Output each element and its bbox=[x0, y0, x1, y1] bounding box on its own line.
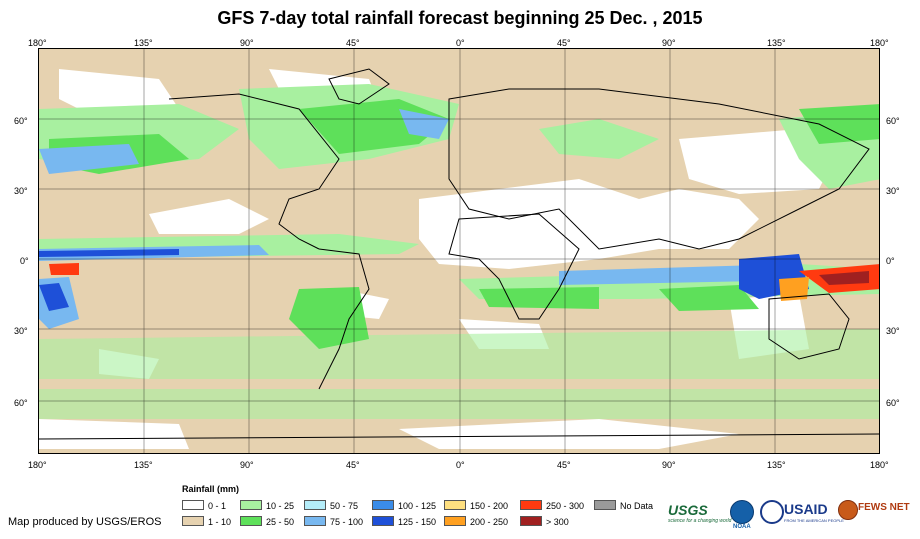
lon-label-top: 90° bbox=[240, 38, 254, 48]
fewsnet-emblem bbox=[838, 500, 858, 520]
usgs-tagline: science for a changing world bbox=[668, 518, 732, 524]
legend-label: 10 - 25 bbox=[266, 501, 295, 511]
credit-text: Map produced by USGS/EROS bbox=[8, 516, 162, 528]
lat-label-right: 0° bbox=[886, 256, 895, 266]
lon-label-bottom: 135° bbox=[767, 460, 786, 470]
legend-label: 200 - 250 bbox=[470, 517, 509, 527]
legend-label: 25 - 50 bbox=[266, 517, 295, 527]
lon-label-bottom: 180° bbox=[28, 460, 47, 470]
legend-label: 50 - 75 bbox=[330, 501, 359, 511]
lat-label-left: 60° bbox=[14, 116, 28, 126]
legend-swatch bbox=[594, 500, 616, 510]
lon-label-bottom: 135° bbox=[134, 460, 153, 470]
legend-label: 100 - 125 bbox=[398, 501, 437, 511]
legend-label: No Data bbox=[620, 501, 654, 511]
legend-swatch bbox=[444, 500, 466, 510]
noaa-logo bbox=[730, 500, 754, 524]
map-title: GFS 7-day total rainfall forecast beginn… bbox=[217, 8, 703, 28]
lon-label-top: 45° bbox=[557, 38, 571, 48]
legend-label: 1 - 10 bbox=[208, 517, 232, 527]
legend-swatch bbox=[304, 516, 326, 526]
legend-swatch bbox=[372, 500, 394, 510]
lon-label-bottom: 45° bbox=[557, 460, 571, 470]
legend-swatch bbox=[240, 516, 262, 526]
legend-title: Rainfall (mm) bbox=[182, 484, 240, 494]
lat-label-left: 30° bbox=[14, 326, 28, 336]
legend-label: 125 - 150 bbox=[398, 517, 437, 527]
graticule bbox=[39, 49, 879, 453]
noaa-label: NOAA bbox=[733, 524, 751, 530]
lon-label-bottom: 0° bbox=[456, 460, 465, 470]
lat-label-left: 0° bbox=[20, 256, 29, 266]
lat-label-right: 60° bbox=[886, 398, 900, 408]
rainfall-map bbox=[38, 48, 880, 454]
lon-label-bottom: 90° bbox=[240, 460, 254, 470]
lon-label-bottom: 90° bbox=[662, 460, 676, 470]
lon-label-top: 135° bbox=[134, 38, 153, 48]
legend-swatch bbox=[182, 500, 204, 510]
lon-label-bottom: 180° bbox=[870, 460, 889, 470]
lon-label-top: 90° bbox=[662, 38, 676, 48]
legend-swatch bbox=[304, 500, 326, 510]
extreme-rain-areas bbox=[49, 263, 879, 301]
lat-label-right: 30° bbox=[886, 186, 900, 196]
legend-label: 250 - 300 bbox=[546, 501, 585, 511]
legend-label: 75 - 100 bbox=[330, 517, 364, 527]
lat-label-left: 60° bbox=[14, 398, 28, 408]
usaid-tagline: FROM THE AMERICAN PEOPLE bbox=[784, 518, 844, 523]
usaid-seal bbox=[760, 500, 784, 524]
fewsnet-logo: FEWS NET bbox=[858, 502, 910, 513]
legend-swatch bbox=[520, 516, 542, 526]
lat-label-right: 60° bbox=[886, 116, 900, 126]
legend-label: 150 - 200 bbox=[470, 501, 509, 511]
legend-swatch bbox=[520, 500, 542, 510]
legend-swatch bbox=[240, 500, 262, 510]
usaid-logo: USAID bbox=[784, 501, 828, 517]
lon-label-top: 180° bbox=[28, 38, 47, 48]
lat-label-left: 30° bbox=[14, 186, 28, 196]
lat-label-right: 30° bbox=[886, 326, 900, 336]
lon-label-top: 180° bbox=[870, 38, 889, 48]
legend-swatch bbox=[372, 516, 394, 526]
legend-swatch bbox=[182, 516, 204, 526]
rainfall-map-graphic bbox=[39, 49, 879, 453]
legend-label: > 300 bbox=[546, 517, 569, 527]
lon-label-top: 135° bbox=[767, 38, 786, 48]
legend-label: 0 - 1 bbox=[208, 501, 227, 511]
legend-swatch bbox=[444, 516, 466, 526]
usgs-logo: USGS bbox=[668, 502, 708, 518]
lon-label-bottom: 45° bbox=[346, 460, 360, 470]
lon-label-top: 0° bbox=[456, 38, 465, 48]
lon-label-top: 45° bbox=[346, 38, 360, 48]
